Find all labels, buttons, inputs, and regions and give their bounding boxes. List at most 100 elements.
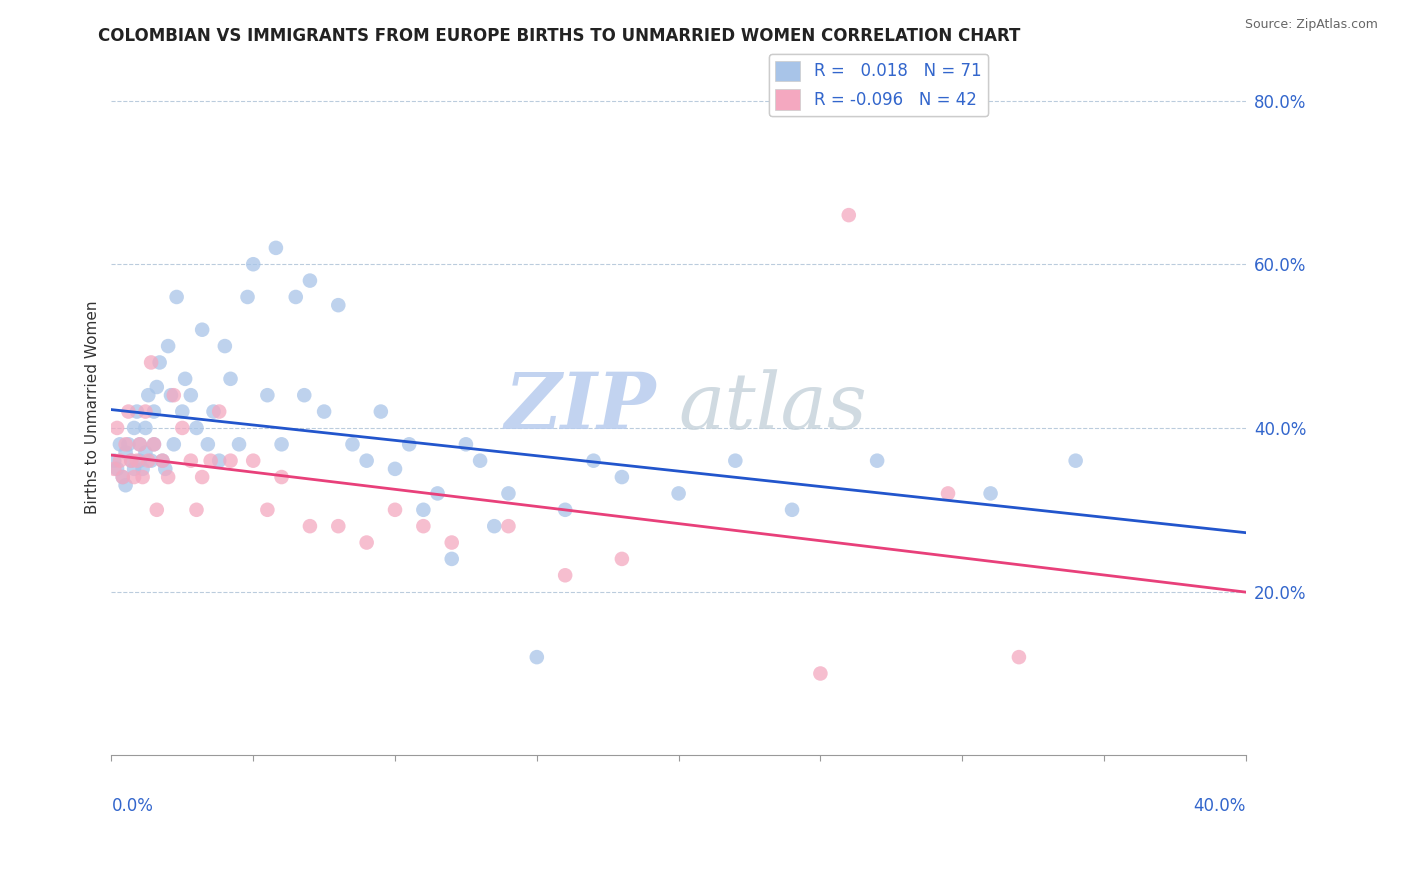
Point <box>131 462 153 476</box>
Point <box>122 470 145 484</box>
Point <box>117 404 139 418</box>
Text: ZIP: ZIP <box>505 369 657 446</box>
Point <box>131 470 153 484</box>
Point <box>454 437 477 451</box>
Point <box>136 388 159 402</box>
Point <box>128 453 150 467</box>
Point <box>866 453 889 467</box>
Point <box>152 453 174 467</box>
Point <box>980 486 1002 500</box>
Point <box>398 437 420 451</box>
Point <box>228 437 250 451</box>
Point <box>166 290 188 304</box>
Text: 0.0%: 0.0% <box>111 797 153 815</box>
Point <box>146 380 169 394</box>
Point <box>1008 650 1031 665</box>
Point <box>284 290 307 304</box>
Point <box>468 453 491 467</box>
Point <box>328 519 350 533</box>
Point <box>105 462 128 476</box>
Point <box>114 478 136 492</box>
Point <box>412 503 434 517</box>
Point <box>142 437 165 451</box>
Point <box>256 388 278 402</box>
Point <box>186 421 208 435</box>
Point <box>125 453 148 467</box>
Point <box>197 437 219 451</box>
Point <box>810 666 832 681</box>
Point <box>780 503 803 517</box>
Point <box>256 503 278 517</box>
Point <box>412 519 434 533</box>
Point <box>384 462 406 476</box>
Legend: R =   0.018   N = 71, R = -0.096   N = 42: R = 0.018 N = 71, R = -0.096 N = 42 <box>769 54 988 116</box>
Point <box>1064 453 1087 467</box>
Point <box>208 404 231 418</box>
Point <box>108 437 131 451</box>
Point <box>554 568 576 582</box>
Point <box>114 437 136 451</box>
Point <box>134 445 156 459</box>
Point <box>526 650 548 665</box>
Point <box>125 404 148 418</box>
Y-axis label: Births to Unmarried Women: Births to Unmarried Women <box>86 301 100 514</box>
Point <box>191 470 214 484</box>
Point <box>264 241 287 255</box>
Point <box>200 453 222 467</box>
Point <box>103 462 125 476</box>
Point <box>120 453 142 467</box>
Point <box>105 421 128 435</box>
Point <box>202 404 225 418</box>
Point <box>172 421 194 435</box>
Point <box>152 453 174 467</box>
Point <box>328 298 350 312</box>
Point <box>186 503 208 517</box>
Point <box>120 453 142 467</box>
Point <box>440 535 463 549</box>
Point <box>114 445 136 459</box>
Point <box>134 421 156 435</box>
Point <box>180 388 202 402</box>
Point <box>484 519 506 533</box>
Text: COLOMBIAN VS IMMIGRANTS FROM EUROPE BIRTHS TO UNMARRIED WOMEN CORRELATION CHART: COLOMBIAN VS IMMIGRANTS FROM EUROPE BIRT… <box>98 27 1021 45</box>
Point <box>356 535 378 549</box>
Point <box>208 453 231 467</box>
Point <box>370 404 392 418</box>
Point <box>122 462 145 476</box>
Point <box>163 437 186 451</box>
Point <box>134 404 156 418</box>
Text: atlas: atlas <box>679 369 868 446</box>
Point <box>270 470 292 484</box>
Point <box>160 388 183 402</box>
Point <box>554 503 576 517</box>
Point <box>155 462 177 476</box>
Point <box>384 503 406 517</box>
Point <box>356 453 378 467</box>
Point <box>242 257 264 271</box>
Point <box>117 437 139 451</box>
Point <box>149 355 172 369</box>
Point <box>426 486 449 500</box>
Point <box>191 323 214 337</box>
Point <box>936 486 959 500</box>
Point <box>498 486 520 500</box>
Point <box>342 437 364 451</box>
Point <box>219 453 242 467</box>
Point <box>142 404 165 418</box>
Point <box>172 404 194 418</box>
Point <box>128 437 150 451</box>
Point <box>298 274 321 288</box>
Point <box>111 470 134 484</box>
Point <box>298 519 321 533</box>
Point <box>270 437 292 451</box>
Point <box>314 404 336 418</box>
Point <box>163 388 186 402</box>
Point <box>582 453 605 467</box>
Point <box>610 470 633 484</box>
Point <box>668 486 690 500</box>
Point <box>128 437 150 451</box>
Point <box>292 388 315 402</box>
Point <box>174 372 197 386</box>
Point <box>157 470 180 484</box>
Point <box>236 290 259 304</box>
